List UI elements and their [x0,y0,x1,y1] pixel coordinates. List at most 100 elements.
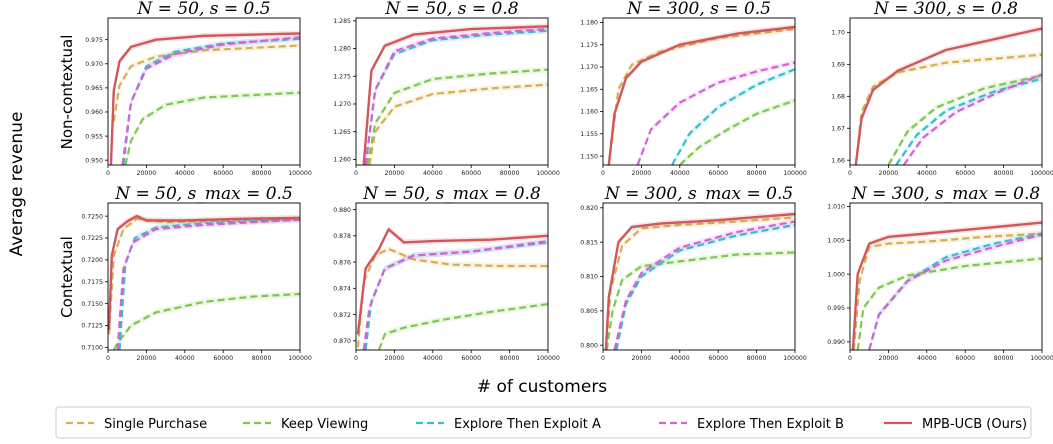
x-tick-label: 20000 [879,170,899,177]
y-axis-label: Average revenue [7,112,27,257]
y-tick-label: 0.876 [333,259,351,266]
y-tick-label: 0.7125 [81,323,103,330]
y-tick-label: 1.000 [827,271,845,278]
x-tick-label: 100000 [288,170,312,177]
y-tick-label: 1.69 [831,62,845,69]
x-tick-label: 100000 [536,170,560,177]
x-tick-label: 0 [106,355,110,362]
series-band [108,215,300,338]
series-line [856,257,1042,350]
x-tick-label: 100000 [288,355,312,362]
series-line [109,32,300,165]
row-label-non-contextual: Non-contextual [58,35,76,150]
x-tick-label: 100000 [783,170,807,177]
series-band [679,97,795,165]
chart-panel-5: N = 50, s_max = 0.5 0 20000 40000 60000 80000… [81,184,312,362]
x-tick-label: 40000 [423,170,443,177]
legend-label: Single Purchase [104,417,207,432]
series-band [857,255,1042,350]
series-band [869,231,1042,350]
series-group [851,219,1042,350]
series-line [116,218,300,350]
series-band [113,291,300,350]
y-tick-label: 1.68 [831,93,845,100]
y-tick-label: 1.170 [580,64,598,71]
series-line [362,25,548,165]
series-line [356,228,548,335]
x-tick-label: 20000 [137,355,157,362]
y-tick-label: 1.010 [827,204,845,211]
plot-frame [602,17,796,166]
chart-panel-8: N = 300, s_max = 0.8 0 20000 40000 60000 8000… [827,184,1053,362]
series-band [123,35,300,165]
x-tick-label: 0 [601,170,605,177]
y-tick-label: 1.155 [580,131,598,138]
x-tick-label: 80000 [500,355,520,362]
x-tick-label: 0 [354,355,358,362]
y-tick-label: 0.950 [85,157,103,164]
x-tick-label: 20000 [632,355,652,362]
x-tick-label: 40000 [670,355,690,362]
y-tick-label: 0.872 [333,312,351,319]
x-tick-label: 0 [354,170,358,177]
series-line [362,240,548,350]
x-tick-label: 20000 [632,170,652,177]
x-tick-label: 60000 [708,355,728,362]
y-tick-label: 0.7150 [81,301,103,308]
y-tick-label: 1.280 [333,46,351,53]
series-band [614,218,795,350]
panel-title: N = 50, s = 0.8 [384,0,518,19]
y-tick-label: 1.260 [333,157,351,164]
y-tick-label: 0.965 [85,85,103,92]
x-tick-label: 100000 [1030,170,1053,177]
y-tick-label: 0.815 [580,239,598,246]
y-tick-label: 0.7175 [81,279,103,286]
series-line [636,61,795,165]
x-tick-label: 80000 [252,355,272,362]
series-line [124,91,300,165]
x-tick-label: 60000 [955,355,975,362]
y-tick-label: 1.165 [580,86,598,93]
panel-title: N = 300, s = 0.5 [626,0,771,19]
series-line [851,221,1042,350]
x-tick-label: 80000 [252,170,272,177]
series-line [118,218,300,350]
series-line [121,36,300,165]
series-band [896,75,1042,165]
series-band [903,71,1042,165]
plot-frame [355,17,549,166]
y-tick-label: 0.874 [333,286,351,293]
series-line [108,214,300,330]
series-line [605,251,795,350]
y-tick-label: 1.265 [333,129,351,136]
series-band [853,230,1042,350]
x-tick-label: 20000 [879,355,899,362]
x-tick-label: 60000 [461,170,481,177]
x-tick-label: 60000 [708,170,728,177]
panel-title: N = 300, s_max = 0.8 [851,184,1041,204]
series-line [112,292,300,350]
x-tick-label: 60000 [213,355,233,362]
series-group [604,211,795,350]
x-tick-label: 20000 [137,170,157,177]
series-band [606,249,795,350]
series-line [854,27,1042,165]
series-group [362,23,548,165]
x-tick-label: 40000 [175,170,195,177]
y-tick-label: 1.67 [831,125,845,132]
x-tick-label: 60000 [461,355,481,362]
series-line [368,83,548,165]
chart-panel-2: N = 50, s = 0.8 0 20000 40000 60000 80000 1000… [333,0,560,177]
series-line [112,44,300,122]
chart-panel-3: N = 300, s = 0.5 0 20000 40000 60000 80000 100… [580,0,807,177]
y-tick-label: 1.66 [831,157,845,164]
y-tick-label: 0.800 [580,342,598,349]
legend-label: Explore Then Exploit B [697,417,844,432]
panel-title: N = 50, s_max = 0.8 [362,184,541,204]
y-tick-label: 1.285 [333,18,351,25]
x-tick-label: 100000 [536,355,560,362]
y-tick-label: 0.7200 [81,257,103,264]
x-tick-label: 0 [601,355,605,362]
series-band [122,34,300,165]
